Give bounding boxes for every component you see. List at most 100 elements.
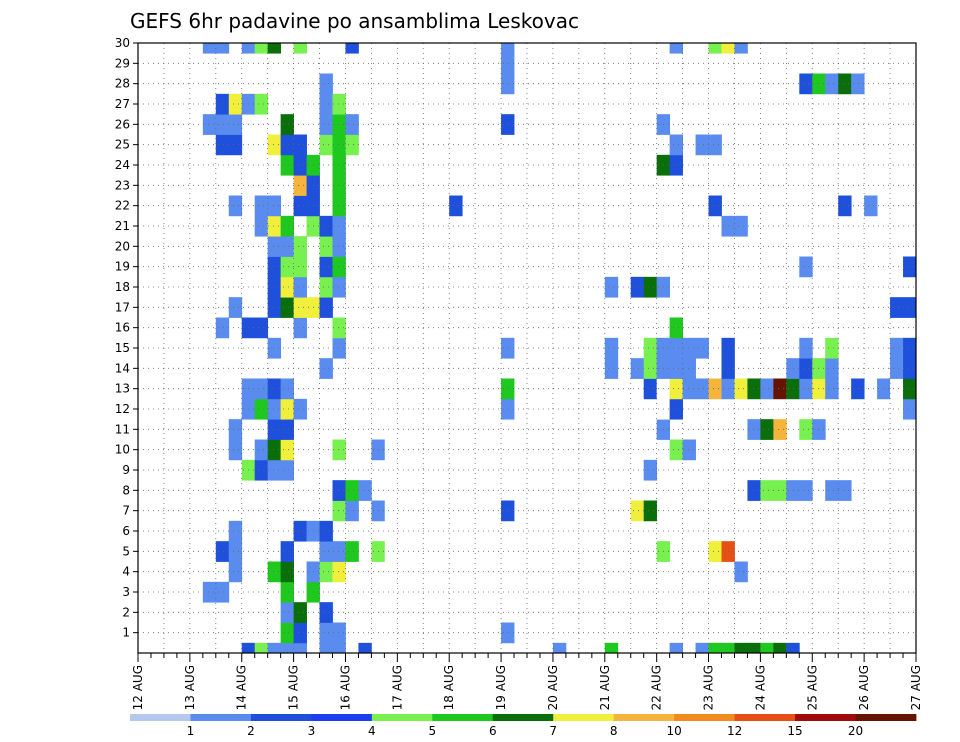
heatmap-cell <box>280 236 294 257</box>
heatmap-cell <box>799 480 813 501</box>
colorbar-label: 1 <box>187 724 195 738</box>
heatmap-cell <box>215 541 230 562</box>
x-tick-label: 25 AUG <box>805 665 819 710</box>
heatmap-cell <box>501 622 515 644</box>
heatmap-cell <box>825 337 839 359</box>
heatmap-cell <box>501 53 515 74</box>
y-tick-label: 1 <box>122 626 130 640</box>
heatmap-cell <box>215 93 230 115</box>
colorbar-swatch <box>795 714 856 721</box>
heatmap-cell <box>695 337 709 359</box>
heatmap-cell <box>332 561 346 583</box>
y-tick-label: 23 <box>115 178 130 192</box>
y-tick-label: 12 <box>115 402 130 416</box>
heatmap-cell <box>267 256 282 278</box>
heatmap-cell <box>669 337 683 359</box>
x-tick-label: 24 AUG <box>753 665 767 710</box>
heatmap-cell <box>280 215 294 237</box>
heatmap-cell <box>319 541 333 562</box>
heatmap-cell <box>228 419 243 440</box>
heatmap-cell <box>851 378 865 400</box>
heatmap-cell <box>267 297 282 318</box>
heatmap-cell <box>280 154 294 176</box>
heatmap-cell <box>643 459 658 481</box>
heatmap-cell <box>799 256 813 278</box>
heatmap-cell <box>501 378 515 400</box>
heatmap-cell <box>254 378 269 400</box>
heatmap-cell <box>293 317 307 339</box>
x-tick-label: 16 AUG <box>338 665 352 710</box>
heatmap-cell <box>734 43 748 54</box>
x-tick-label: 26 AUG <box>857 665 871 710</box>
x-tick-label: 21 AUG <box>598 665 612 710</box>
y-tick-label: 10 <box>115 443 130 457</box>
y-tick-label: 15 <box>115 341 130 355</box>
heatmap-cell <box>267 43 282 54</box>
heatmap-cell <box>332 500 346 522</box>
heatmap-cell <box>682 337 696 359</box>
y-tick-label: 24 <box>115 158 130 172</box>
heatmap-cell <box>319 215 333 237</box>
heatmap-cell <box>280 256 294 278</box>
y-tick-label: 4 <box>122 565 130 579</box>
x-tick-label: 15 AUG <box>287 665 301 710</box>
heatmap-cell <box>890 337 904 359</box>
heatmap-cell <box>293 195 307 217</box>
heatmap-cell <box>747 480 761 501</box>
heatmap-cell <box>773 642 787 654</box>
heatmap-cell <box>721 43 735 54</box>
heatmap-cell <box>228 439 243 461</box>
heatmap-cell <box>215 317 230 339</box>
heatmap-cell <box>293 642 307 654</box>
y-tick-label: 20 <box>115 239 130 253</box>
heatmap-cell <box>332 276 346 298</box>
colorbar-swatch <box>492 714 554 721</box>
x-tick-label: 19 AUG <box>494 665 508 710</box>
y-tick-label: 6 <box>122 524 130 538</box>
heatmap-cell <box>345 43 359 54</box>
heatmap-cell <box>319 520 333 542</box>
heatmap-cell <box>643 500 658 522</box>
heatmap-cell <box>319 114 333 135</box>
y-tick-label: 17 <box>115 300 130 314</box>
heatmap-cell <box>280 134 294 156</box>
heatmap-cell <box>747 419 761 440</box>
heatmap-cell <box>267 561 282 583</box>
heatmap-cell <box>760 480 774 501</box>
heatmap-cell <box>825 73 839 95</box>
x-tick-label: 27 AUG <box>909 665 923 710</box>
heatmap-cell <box>228 520 243 542</box>
heatmap-cell <box>358 642 372 654</box>
heatmap-cell <box>760 642 774 654</box>
heatmap-cell <box>332 256 346 278</box>
heatmap-cell <box>773 378 787 400</box>
heatmap-cell <box>215 581 230 603</box>
colorbar-swatch <box>432 714 494 721</box>
heatmap-cell <box>708 541 722 562</box>
heatmap-cell <box>254 398 269 420</box>
heatmap-cell <box>695 642 709 654</box>
heatmap-cell <box>332 175 346 196</box>
y-tick-label: 7 <box>122 504 130 518</box>
heatmap-cell <box>838 480 852 501</box>
y-tick-label: 2 <box>122 605 130 619</box>
heatmap-cell <box>293 297 307 318</box>
heatmap-cell <box>319 358 333 379</box>
heatmap-cell <box>228 134 243 156</box>
y-tick-label: 29 <box>115 56 130 70</box>
heatmap-cell <box>215 43 230 54</box>
heatmap-cell <box>332 622 346 644</box>
heatmap-cell <box>280 378 294 400</box>
heatmap-cell <box>890 378 904 400</box>
heatmap-cell <box>293 276 307 298</box>
heatmap-cell <box>552 642 567 654</box>
x-tick-label: 20 AUG <box>546 665 560 710</box>
heatmap-cell <box>332 317 346 339</box>
heatmap-cell <box>345 134 359 156</box>
heatmap-cell <box>825 378 839 400</box>
y-tick-label: 11 <box>115 422 130 436</box>
heatmap-cell <box>345 500 359 522</box>
heatmap-cell <box>332 114 346 135</box>
y-tick-label: 26 <box>115 117 130 131</box>
heatmap-cell <box>604 642 619 654</box>
